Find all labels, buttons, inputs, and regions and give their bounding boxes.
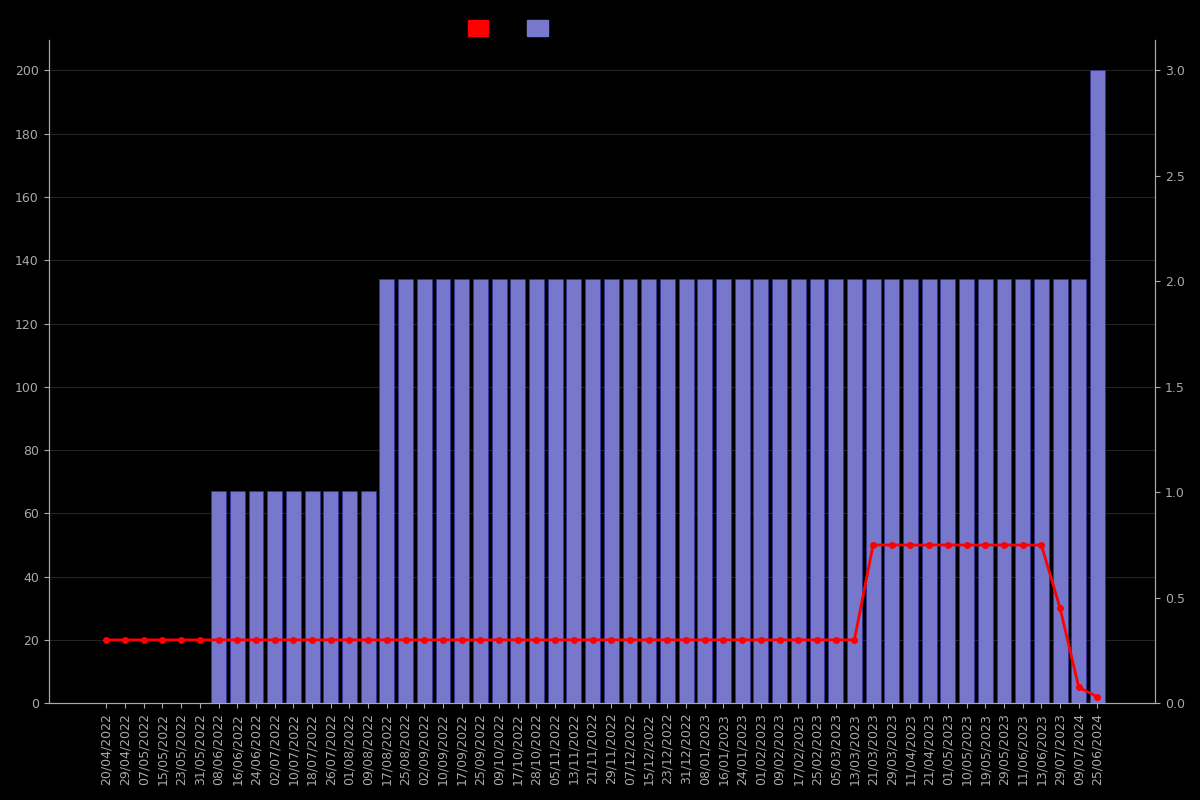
Bar: [1015, 279, 1030, 703]
Bar: [211, 491, 226, 703]
Bar: [586, 279, 600, 703]
Bar: [436, 279, 450, 703]
Bar: [641, 279, 656, 703]
Bar: [1072, 279, 1086, 703]
Bar: [230, 491, 245, 703]
Bar: [529, 279, 544, 703]
Bar: [473, 279, 488, 703]
Bar: [941, 279, 955, 703]
Bar: [847, 279, 862, 703]
Bar: [1034, 279, 1049, 703]
Bar: [754, 279, 768, 703]
Bar: [248, 491, 264, 703]
Bar: [679, 279, 694, 703]
Bar: [772, 279, 787, 703]
Bar: [884, 279, 899, 703]
Bar: [996, 279, 1012, 703]
Bar: [734, 279, 750, 703]
Bar: [623, 279, 637, 703]
Bar: [865, 279, 881, 703]
Bar: [492, 279, 506, 703]
Bar: [716, 279, 731, 703]
Bar: [697, 279, 713, 703]
Bar: [342, 491, 356, 703]
Bar: [361, 491, 376, 703]
Bar: [660, 279, 674, 703]
Bar: [922, 279, 937, 703]
Bar: [416, 279, 432, 703]
Legend: , : ,: [461, 13, 566, 43]
Bar: [959, 279, 974, 703]
Bar: [398, 279, 413, 703]
Bar: [810, 279, 824, 703]
Bar: [305, 491, 319, 703]
Bar: [455, 279, 469, 703]
Bar: [547, 279, 563, 703]
Bar: [268, 491, 282, 703]
Bar: [379, 279, 395, 703]
Bar: [791, 279, 805, 703]
Bar: [323, 491, 338, 703]
Bar: [566, 279, 581, 703]
Bar: [510, 279, 526, 703]
Bar: [904, 279, 918, 703]
Bar: [828, 279, 844, 703]
Bar: [1052, 279, 1068, 703]
Bar: [604, 279, 619, 703]
Bar: [286, 491, 301, 703]
Bar: [978, 279, 992, 703]
Bar: [1090, 70, 1105, 703]
